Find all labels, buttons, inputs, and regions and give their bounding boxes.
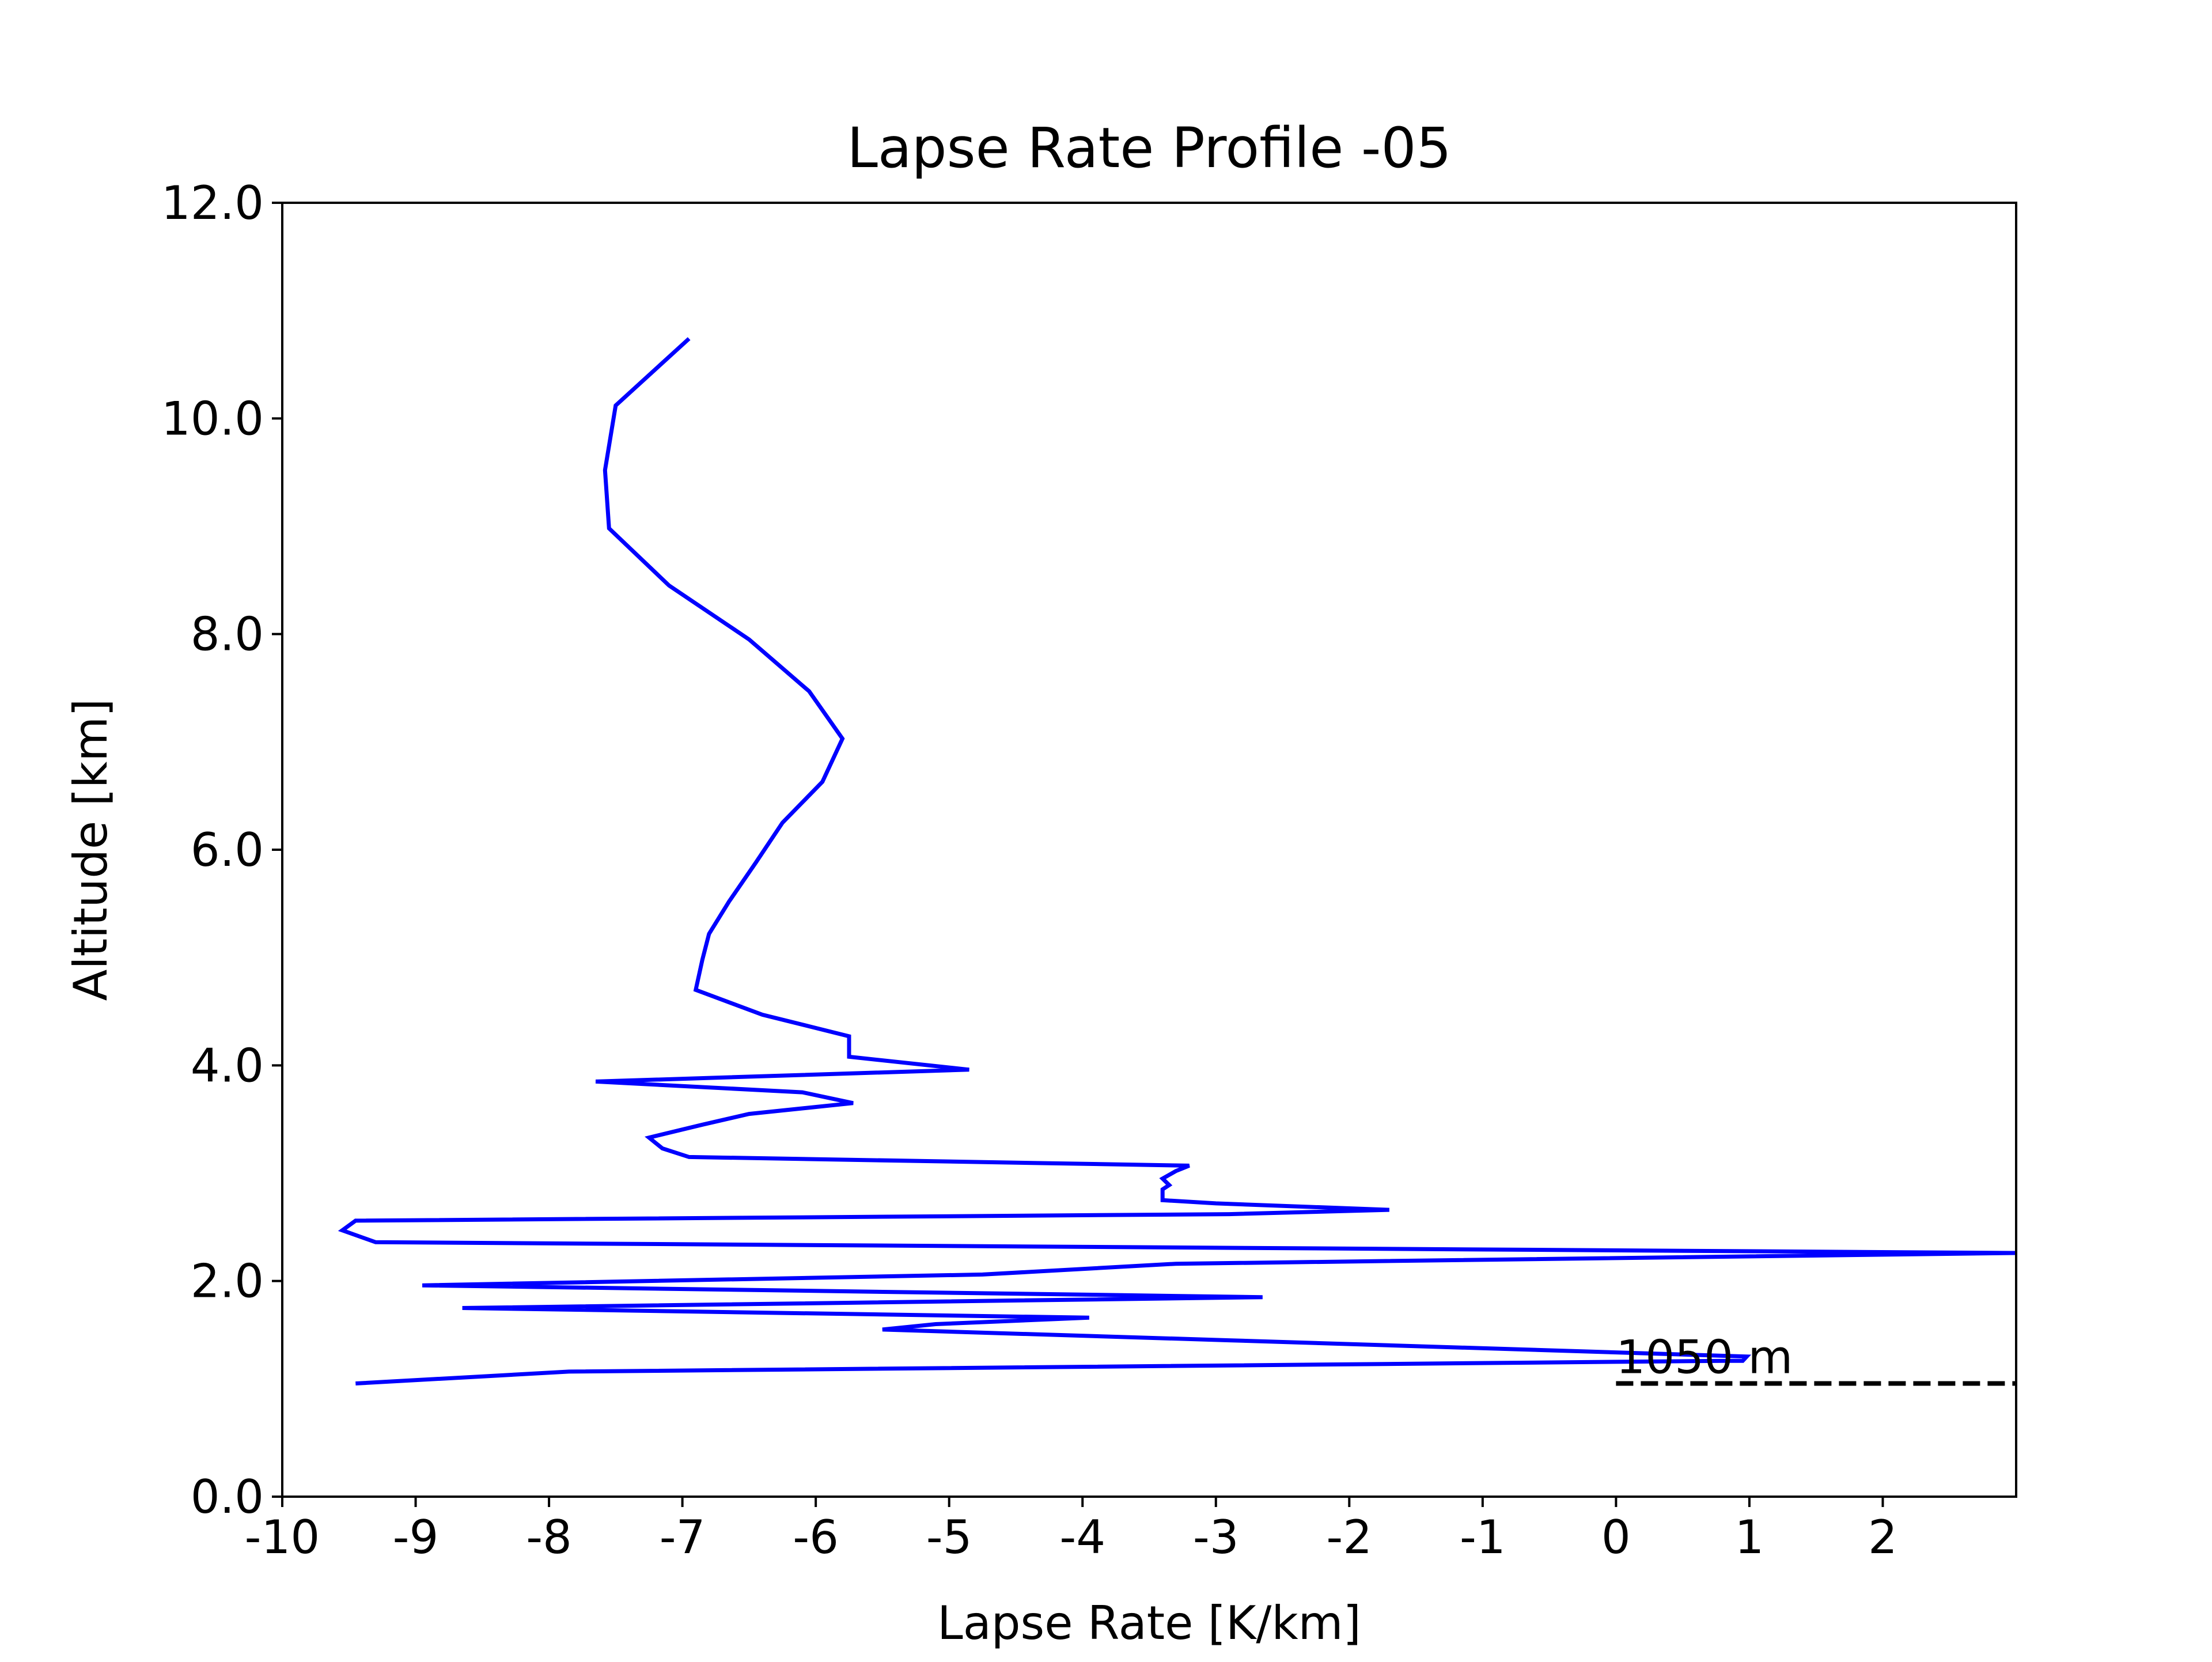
series-line-0 (338, 337, 2017, 1385)
x-tick-label: -7 (660, 1510, 706, 1564)
plot-frame (281, 202, 2017, 1498)
y-tick-label: 0.0 (191, 1470, 264, 1524)
y-tick-label: 2.0 (191, 1255, 264, 1308)
y-axis-label: Altitude [km] (64, 699, 118, 1001)
y-tick-label: 10.0 (161, 392, 264, 445)
x-tick-label: -8 (526, 1510, 572, 1564)
x-tick-label: -9 (393, 1510, 439, 1564)
x-axis-ticks: -10 -9 -8 -7 -6 -5 -4 -3 -2 -1 0 1 2 (245, 1497, 1897, 1564)
x-tick-label: -10 (245, 1510, 320, 1564)
x-tick-label: -6 (793, 1510, 839, 1564)
threshold-label: 1050 m (1616, 1330, 1793, 1384)
chart-title: Lapse Rate Profile -05 (847, 116, 1451, 180)
y-axis-ticks: 0.0 2.0 4.0 6.0 8.0 10.0 12.0 (161, 176, 282, 1524)
series-layer (338, 337, 2017, 1385)
annotation-layer: 1050 m (1616, 1330, 2016, 1386)
y-tick-label: 6.0 (191, 823, 264, 877)
x-tick-label: 1 (1734, 1510, 1764, 1564)
y-tick-label: 4.0 (191, 1039, 264, 1092)
x-tick-label: 2 (1868, 1510, 1897, 1564)
x-tick-label: -5 (926, 1510, 972, 1564)
y-tick-label: 8.0 (191, 608, 264, 661)
x-axis-label: Lapse Rate [K/km] (937, 1596, 1361, 1650)
x-tick-label: -1 (1460, 1510, 1506, 1564)
x-tick-label: -3 (1193, 1510, 1239, 1564)
y-tick-label: 12.0 (161, 176, 264, 230)
x-tick-label: -2 (1326, 1510, 1372, 1564)
x-tick-label: -4 (1059, 1510, 1105, 1564)
x-tick-label: 0 (1601, 1510, 1631, 1564)
